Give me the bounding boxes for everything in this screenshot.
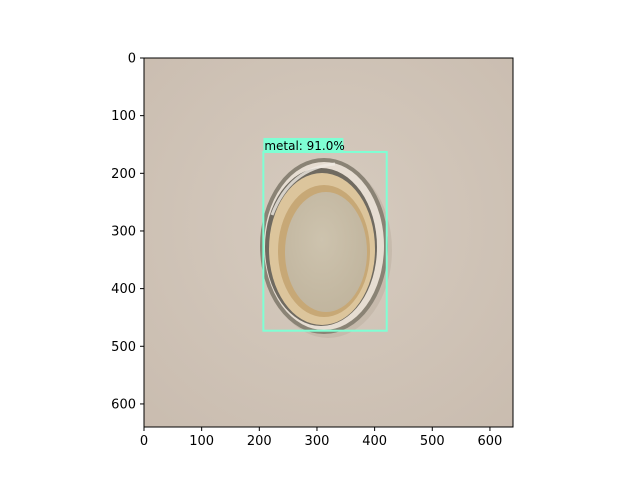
- photo: [144, 58, 513, 427]
- detection-label: metal: 91.0%: [264, 139, 344, 153]
- y-axis: 0 100 200 300 400 500 600: [111, 52, 144, 412]
- x-tick-label: 600: [478, 434, 503, 449]
- y-tick-label: 600: [111, 397, 136, 412]
- x-tick-label: 100: [189, 434, 214, 449]
- lid-rim-highlight: [270, 162, 336, 216]
- x-tick-label: 200: [247, 434, 272, 449]
- axes-frame: [143, 57, 514, 428]
- x-tick-label: 400: [362, 434, 387, 449]
- detection-label-background: [263, 137, 344, 153]
- x-tick-label: 0: [140, 434, 148, 449]
- x-axis: 0 100 200 300 400 500 600: [140, 427, 502, 449]
- detections-layer: metal: 91.0%: [262, 137, 388, 332]
- y-tick-label: 300: [111, 224, 136, 239]
- y-tick-label: 100: [111, 109, 136, 124]
- y-tick-label: 0: [128, 52, 136, 67]
- y-tick-label: 500: [111, 340, 136, 355]
- y-tick-label: 200: [111, 167, 136, 182]
- x-tick-label: 500: [420, 434, 445, 449]
- lid-inner-panel: [285, 192, 367, 312]
- x-tick-label: 300: [305, 434, 330, 449]
- y-tick-label: 400: [111, 282, 136, 297]
